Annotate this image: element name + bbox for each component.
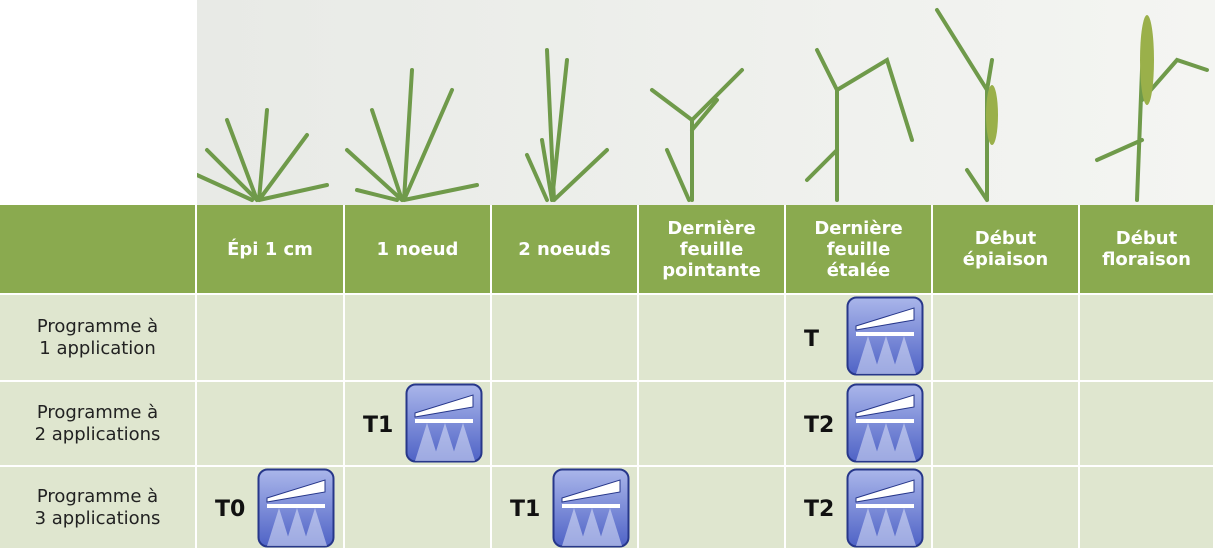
sprayer-icon <box>846 383 924 463</box>
column-header: Épi 1 cm <box>197 205 345 293</box>
growth-stage-illustration <box>197 0 1215 205</box>
row-label: Programme à 1 application <box>0 293 197 380</box>
treatment-label: T2 <box>804 413 834 438</box>
treatment-label: T <box>804 327 819 352</box>
treatment-label: T1 <box>363 413 393 438</box>
sprayer <box>846 468 924 548</box>
table-cell <box>345 293 492 380</box>
column-header: Dernière feuille pointante <box>639 205 786 293</box>
table-cell <box>1080 465 1215 548</box>
table-cell <box>639 380 786 465</box>
table-cell <box>1080 293 1215 380</box>
column-header: Début floraison <box>1080 205 1215 293</box>
sprayer-icon <box>257 468 335 548</box>
sprayer-icon <box>846 296 924 376</box>
table-cell <box>933 465 1080 548</box>
sprayer <box>552 468 630 548</box>
sprayer-icon <box>552 468 630 548</box>
sprayer <box>405 383 483 467</box>
page: Épi 1 cm1 noeud2 noeudsDernière feuille … <box>0 0 1215 548</box>
sprayer <box>846 383 924 467</box>
sprayer <box>257 468 335 548</box>
table-cell <box>1080 380 1215 465</box>
column-header: Début épiaison <box>933 205 1080 293</box>
table-cell <box>197 380 345 465</box>
table-cell <box>492 380 639 465</box>
table-cell <box>933 293 1080 380</box>
table-cell <box>639 293 786 380</box>
column-header: 2 noeuds <box>492 205 639 293</box>
table-cell <box>933 380 1080 465</box>
column-header: 1 noeud <box>345 205 492 293</box>
table-cell <box>492 293 639 380</box>
sprayer <box>846 296 924 380</box>
treatment-label: T1 <box>510 497 540 522</box>
sprayer-icon <box>846 468 924 548</box>
treatment-label: T0 <box>215 497 245 522</box>
header-corner <box>0 205 197 293</box>
sprayer-icon <box>405 383 483 463</box>
treatment-label: T2 <box>804 497 834 522</box>
column-header: Dernière feuille étalée <box>786 205 933 293</box>
row-label: Programme à 3 applications <box>0 465 197 548</box>
table-cell <box>639 465 786 548</box>
table-cell <box>197 293 345 380</box>
table-cell <box>345 465 492 548</box>
row-label: Programme à 2 applications <box>0 380 197 465</box>
